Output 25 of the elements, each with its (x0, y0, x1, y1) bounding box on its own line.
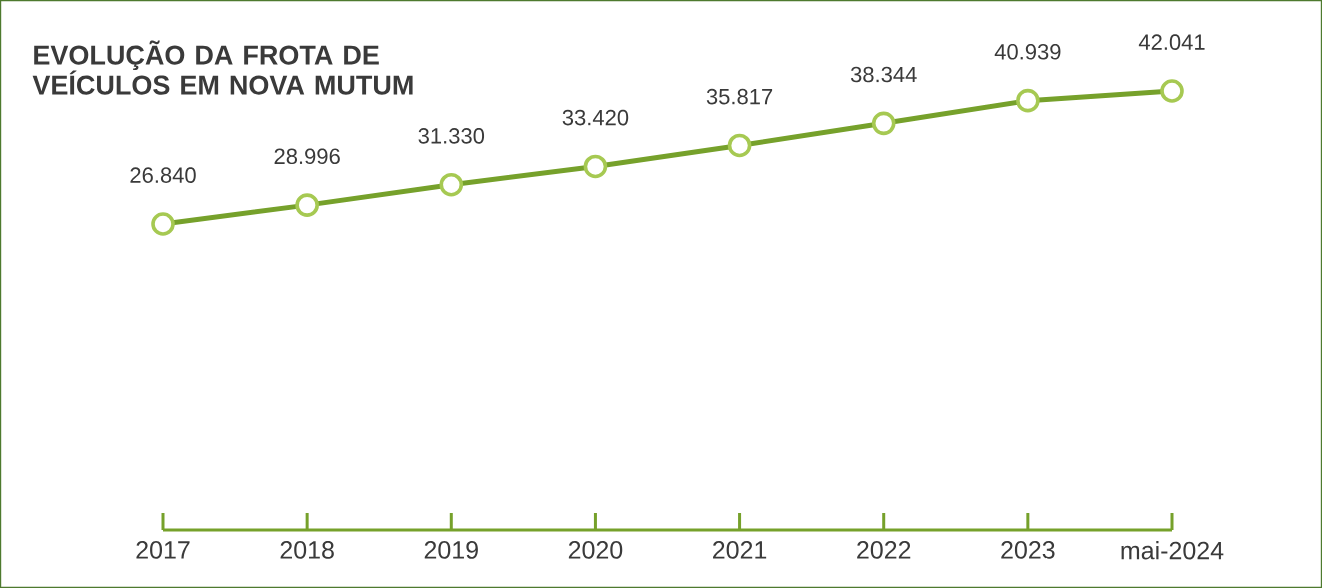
data-label: 38.344 (850, 66, 917, 83)
point (439, 172, 464, 197)
data-label: 28.996 (274, 148, 340, 165)
data-label: 35.817 (706, 88, 773, 105)
point (1160, 79, 1184, 103)
data-label: 26.840 (130, 167, 196, 183)
x-tick-label: 2017 (136, 541, 190, 559)
data-label: 40.939 (994, 44, 1061, 60)
point (295, 193, 319, 217)
data-label: 42.041 (1138, 34, 1205, 50)
point (871, 111, 896, 136)
x-tick-label: mai-2024 (1121, 541, 1224, 560)
x-tick-label: 2021 (713, 541, 767, 559)
chart-title: EVOLUÇÃO DA FROTA DE VEÍCULOS EM NOVA MUTUM (32, 40, 413, 95)
x-tick-label: 2023 (1001, 541, 1055, 559)
data-label: 33.420 (562, 109, 629, 126)
x-tick-label: 2019 (424, 541, 478, 559)
point (583, 154, 608, 179)
data-label: 31.330 (418, 128, 485, 144)
point (727, 133, 752, 158)
x-tick-label: 2022 (857, 541, 911, 559)
x-tick-label: 2020 (568, 541, 623, 559)
x-tick-label: 2018 (280, 541, 334, 559)
point (151, 212, 175, 236)
point (1016, 88, 1040, 113)
